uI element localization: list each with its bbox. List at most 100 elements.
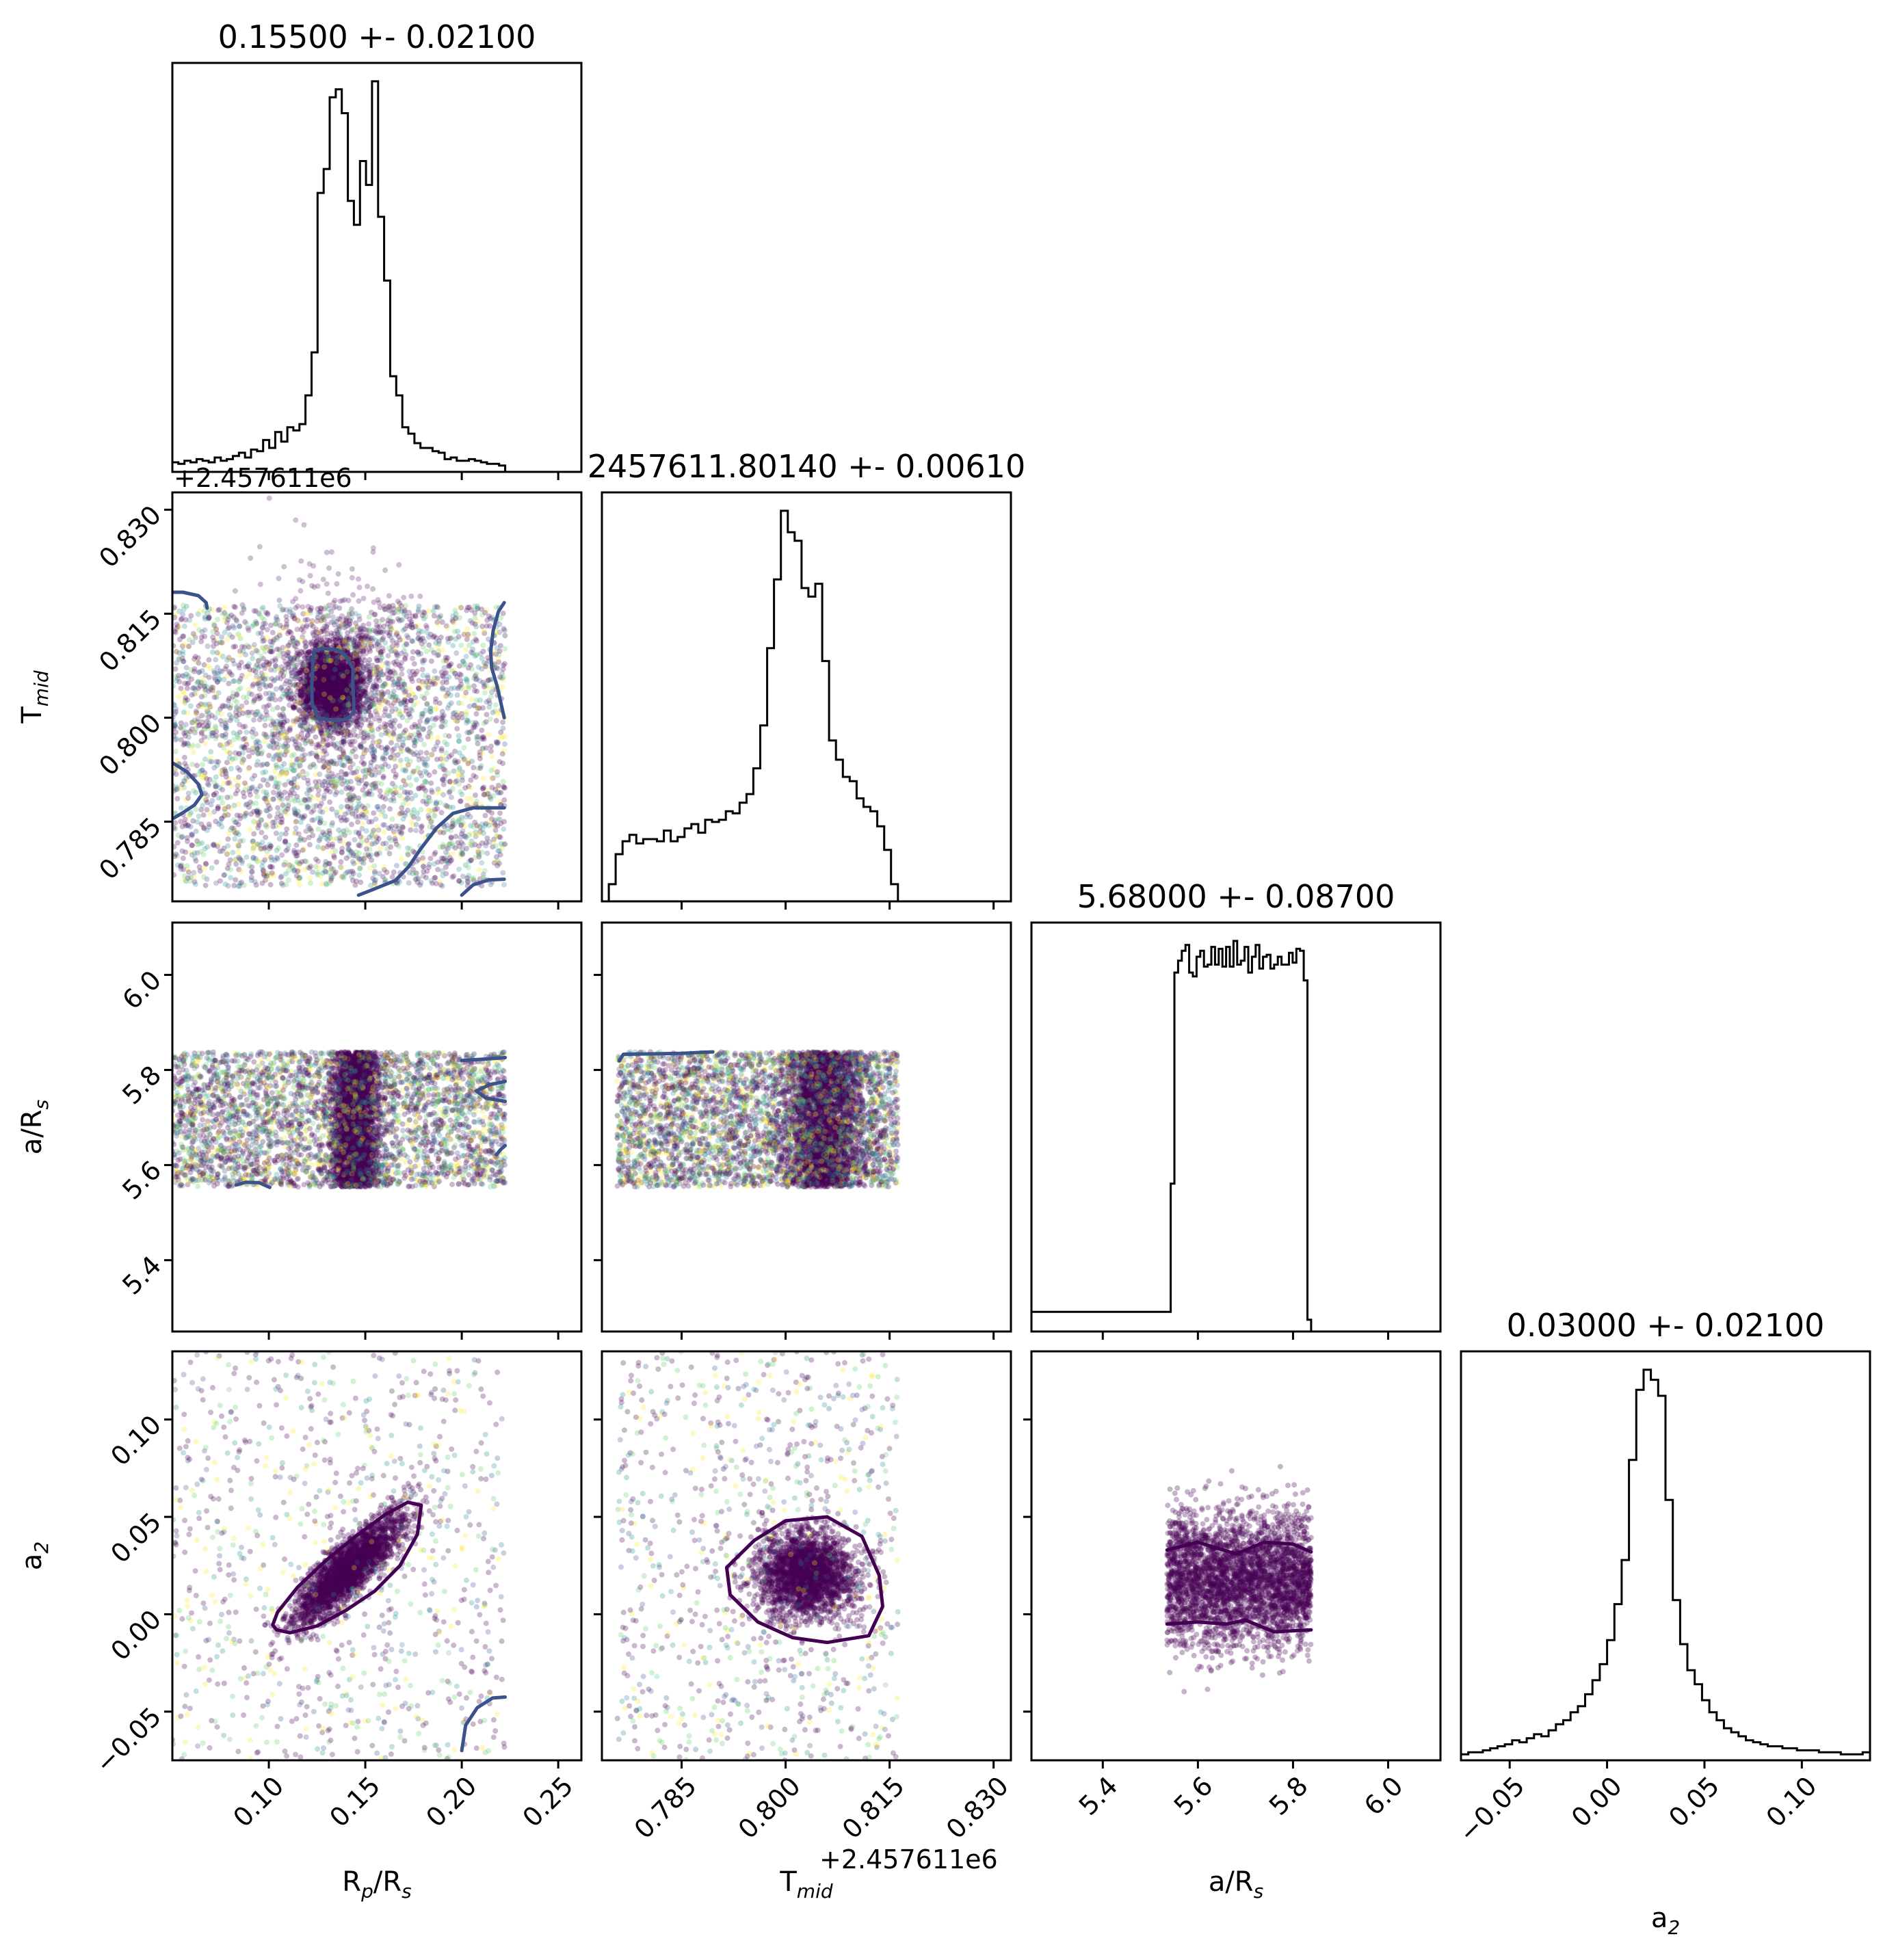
scatter-point (501, 627, 508, 633)
scatter-point (408, 782, 414, 789)
histogram-step-tmid (602, 509, 1011, 903)
scatter-point (297, 882, 303, 888)
scatter-point (325, 590, 331, 596)
scatter-point (267, 813, 273, 819)
scatter-point (444, 803, 450, 809)
scatter-point (450, 786, 456, 792)
scatter-point (408, 593, 414, 599)
scatter-point (320, 696, 326, 702)
scatter-point (330, 671, 337, 677)
scatter-point (281, 564, 287, 570)
scatter-point (452, 607, 458, 613)
scatter-point (328, 549, 334, 555)
scatter-point (326, 665, 332, 671)
scatter-point (363, 633, 369, 639)
scatter-point (322, 623, 328, 629)
scatter-point (337, 697, 343, 703)
scatter-point (438, 634, 444, 640)
scatter-point (356, 598, 362, 604)
scatter-point (364, 693, 370, 699)
scatter-point (243, 700, 250, 706)
scatter-point (343, 676, 350, 683)
scatter-point (325, 706, 331, 713)
scatter-point (236, 781, 241, 787)
scatter-point (327, 799, 333, 805)
scatter-point (390, 638, 395, 644)
scatter-point (356, 576, 361, 582)
scatter-point (370, 545, 376, 551)
panel-title-a2: 0.03000 +- 0.02100 (1507, 1307, 1825, 1344)
scatter-point (381, 864, 387, 870)
scatter-point (303, 670, 309, 676)
scatter-point (349, 750, 355, 756)
scatter-point (340, 708, 346, 715)
scatter-point (476, 867, 482, 873)
scatter-point (432, 668, 438, 674)
scatter-point (316, 689, 322, 696)
scatter-point (323, 674, 329, 680)
scatter-point (326, 732, 332, 739)
scatter-point (202, 860, 209, 866)
scatter-point (332, 687, 338, 693)
scatter-point (173, 674, 179, 680)
scatter-point (269, 629, 276, 635)
scatter-point (428, 658, 434, 664)
scatter-point (317, 706, 323, 712)
scatter-point (454, 726, 460, 732)
scatter-point (263, 683, 269, 689)
scatter-point (316, 685, 322, 691)
scatter-point (347, 691, 353, 696)
scatter-point (318, 682, 324, 688)
scatter-point (316, 667, 322, 673)
scatter-point (431, 613, 437, 619)
scatter-point (388, 844, 394, 850)
scatter-point (355, 819, 360, 825)
scatter-point (358, 721, 365, 728)
scatter-point (343, 635, 350, 641)
scatter-point (479, 655, 485, 661)
scatter-point (385, 665, 391, 671)
scatter-point (401, 648, 407, 654)
scatter-point (293, 517, 299, 523)
scatter-point (384, 689, 391, 695)
scatter-point (399, 740, 406, 746)
scatter-point (457, 605, 463, 611)
scatter-point (365, 583, 370, 590)
scatter-point (356, 584, 363, 590)
scatter-point (396, 561, 402, 568)
scatter-point (334, 665, 341, 672)
scatter-point (377, 715, 383, 721)
scatter-point (445, 625, 451, 631)
scatter-point (236, 679, 241, 685)
scatter-point (440, 873, 446, 879)
scatter-point (181, 623, 187, 629)
scatter-point (256, 544, 263, 550)
scatter-point (412, 743, 417, 749)
scatter-point (410, 702, 417, 708)
histogram-frame (1030, 921, 1442, 1333)
scatter-point (317, 673, 322, 679)
scatter-point (316, 672, 322, 678)
scatter-point (186, 637, 192, 643)
scatter-point (449, 840, 456, 847)
scatter-point (357, 665, 363, 672)
scatter-point (213, 859, 220, 865)
scatter-point (312, 641, 318, 648)
scatter-point (349, 566, 355, 572)
scatter-point (346, 830, 352, 836)
scatter-point (370, 635, 376, 641)
scatter-point (501, 797, 508, 803)
scatter-point (420, 864, 426, 869)
scatter-point (473, 711, 479, 717)
scatter-point (302, 648, 308, 654)
scatter-point (254, 758, 261, 765)
scatter-point (194, 763, 200, 769)
scatter-point (434, 734, 440, 741)
scatter-point (320, 577, 326, 583)
scatter-point (360, 596, 367, 602)
scatter-point (257, 783, 263, 789)
scatter-point (250, 848, 256, 853)
scatter-point (500, 778, 506, 784)
scatter-point (341, 704, 347, 710)
scatter-point (324, 705, 330, 711)
